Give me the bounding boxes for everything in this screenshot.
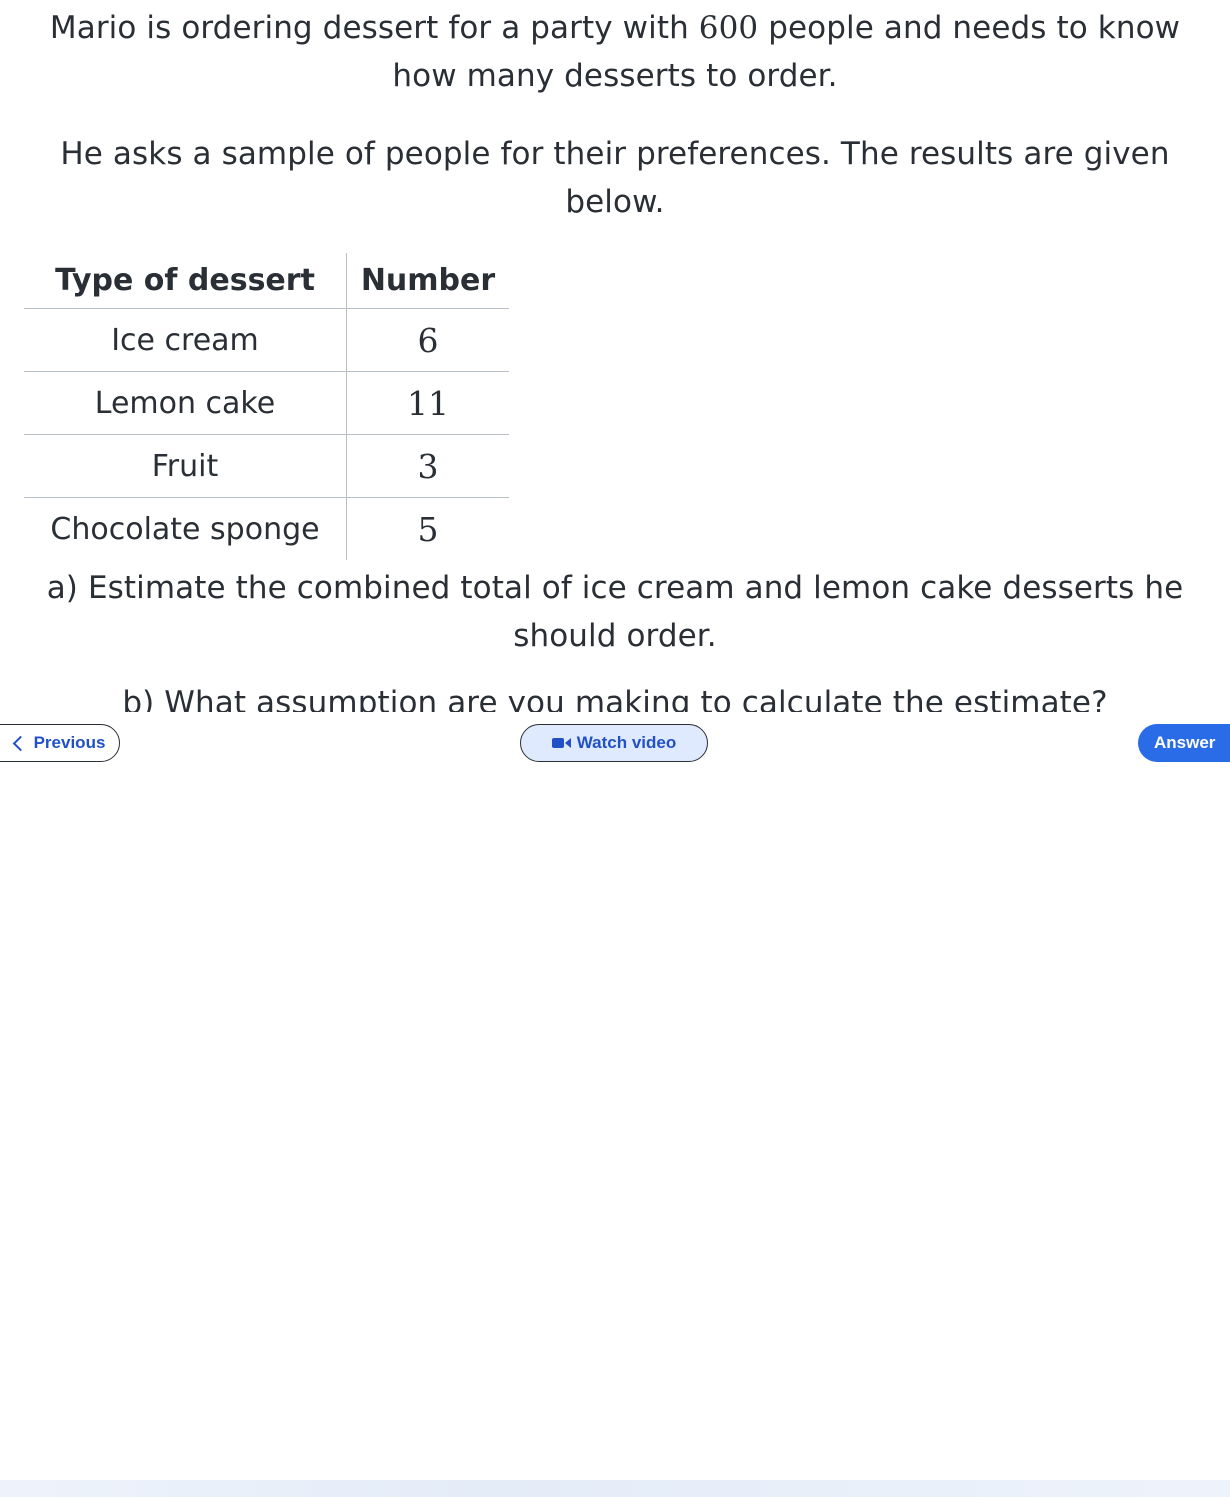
video-camera-icon (551, 738, 571, 748)
question-part-a: a) Estimate the combined total of ice cr… (46, 570, 1184, 654)
answer-button[interactable]: Answer (1138, 724, 1230, 762)
party-size-number: 600 (698, 10, 759, 46)
table-row: Lemon cake 11 (24, 371, 509, 435)
dessert-type-cell: Ice cream (24, 308, 347, 372)
dessert-count-cell: 3 (346, 434, 509, 498)
sample-description: He asks a sample of people for their pre… (60, 136, 1170, 220)
answer-button-label: Answer (1154, 733, 1216, 752)
header-type-of-dessert: Type of dessert (24, 253, 347, 309)
dessert-table: Type of dessert Number Ice cream 6 Lemon… (24, 253, 509, 560)
table-row: Ice cream 6 (24, 308, 509, 372)
question-intro: Mario is ordering dessert for a party wi… (20, 4, 1210, 100)
question-part-b: b) What assumption are you making to cal… (122, 685, 1108, 712)
watch-video-label: Watch video (576, 733, 677, 752)
watch-video-button[interactable]: Watch video (520, 724, 708, 762)
table-row: Fruit 3 (24, 434, 509, 498)
header-number: Number (346, 253, 509, 309)
previous-button-label: Previous (33, 733, 106, 752)
question-area: Mario is ordering dessert for a party wi… (0, 0, 1230, 712)
table-row: Chocolate sponge 5 (24, 497, 509, 560)
chevron-left-icon (12, 735, 28, 751)
intro-text-after: people and needs to know how many desser… (392, 10, 1181, 94)
bottom-bar-shadow (0, 1480, 1230, 1497)
dessert-count-cell: 11 (346, 371, 509, 435)
bottom-navigation-bar: Previous Watch video Answer (0, 712, 1230, 1497)
dessert-type-cell: Chocolate sponge (24, 497, 347, 560)
table-header-row: Type of dessert Number (24, 253, 509, 309)
dessert-count-cell: 5 (417, 509, 439, 549)
dessert-type-cell: Fruit (24, 434, 347, 498)
previous-button[interactable]: Previous (0, 724, 120, 762)
intro-text-before: Mario is ordering dessert for a party wi… (49, 10, 699, 46)
dessert-count-cell: 6 (346, 308, 509, 372)
dessert-type-cell: Lemon cake (24, 371, 347, 435)
